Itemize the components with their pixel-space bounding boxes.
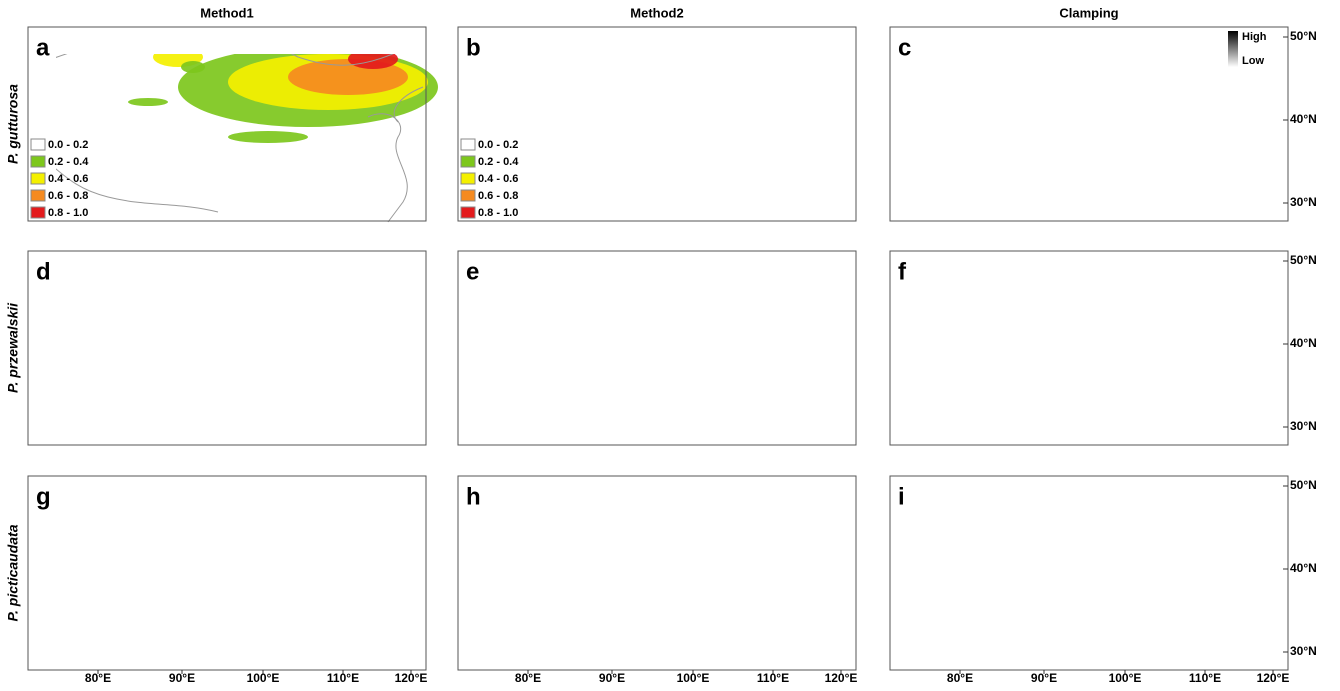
- map-region: [128, 98, 168, 106]
- lon-label: 120°E: [825, 671, 858, 685]
- legend-swatch: [31, 190, 45, 201]
- column-title: Clamping: [1059, 5, 1118, 20]
- legend-swatch: [31, 173, 45, 184]
- column-title: Method2: [630, 5, 683, 20]
- lon-label: 100°E: [677, 671, 710, 685]
- row-label: P. gutturosa: [5, 84, 21, 164]
- lon-label: 120°E: [1257, 671, 1290, 685]
- panel-letter: h: [466, 483, 481, 510]
- legend-swatch: [461, 190, 475, 201]
- legend-swatch: [461, 173, 475, 184]
- lat-label: 50°N: [1290, 253, 1317, 267]
- legend-label: 0.2 - 0.4: [48, 156, 89, 168]
- lon-label: 100°E: [1109, 671, 1142, 685]
- legend-label: 0.2 - 0.4: [478, 156, 519, 168]
- legend-swatch: [461, 207, 475, 218]
- lon-label: 90°E: [1031, 671, 1057, 685]
- panel-letter: a: [36, 34, 50, 61]
- legend-label: 0.0 - 0.2: [48, 139, 88, 151]
- clamping-high: High: [1242, 31, 1267, 43]
- legend-swatch: [461, 156, 475, 167]
- column-title: Method1: [200, 5, 253, 20]
- legend-label: 0.6 - 0.8: [48, 190, 88, 202]
- lat-label: 30°N: [1290, 195, 1317, 209]
- legend-swatch: [461, 139, 475, 150]
- panel-letter: c: [898, 34, 911, 61]
- legend-label: 0.4 - 0.6: [478, 173, 518, 185]
- panel-bg: [28, 476, 426, 670]
- lat-label: 40°N: [1290, 112, 1317, 126]
- lon-label: 80°E: [947, 671, 973, 685]
- map-region: [181, 61, 205, 73]
- clamping-low: Low: [1242, 55, 1264, 67]
- page: {"columns": ["Method1", "Method2", "Clam…: [0, 0, 1340, 686]
- legend-swatch: [31, 207, 45, 218]
- lon-label: 80°E: [85, 671, 111, 685]
- lon-label: 120°E: [395, 671, 428, 685]
- lon-label: 110°E: [327, 671, 359, 685]
- panel-bg: [890, 476, 1288, 670]
- lat-label: 30°N: [1290, 419, 1317, 433]
- legend-label: 0.6 - 0.8: [478, 190, 518, 202]
- panel-bg: [890, 251, 1288, 445]
- panel-letter: f: [898, 258, 907, 285]
- panel-letter: d: [36, 258, 51, 285]
- legend-label: 0.4 - 0.6: [48, 173, 88, 185]
- clamping-bar: [1228, 31, 1238, 67]
- figure: Method1 Method2 Clamping P. gutturosa a 0.0 -…: [0, 0, 1340, 686]
- legend-label: 0.8 - 1.0: [48, 207, 88, 219]
- lon-label: 90°E: [169, 671, 195, 685]
- lon-label: 80°E: [515, 671, 541, 685]
- panel-letter: b: [466, 34, 481, 61]
- row-label: P. picticaudata: [5, 524, 21, 621]
- panel-bg: [28, 251, 426, 445]
- panel-bg: [458, 251, 856, 445]
- map-region: [228, 131, 308, 143]
- panel-letter: g: [36, 483, 51, 510]
- legend-swatch: [31, 156, 45, 167]
- lat-label: 40°N: [1290, 561, 1317, 575]
- legend-label: 0.0 - 0.2: [478, 139, 518, 151]
- panel-letter: e: [466, 258, 479, 285]
- lon-label: 90°E: [599, 671, 625, 685]
- lon-label: 100°E: [247, 671, 280, 685]
- lat-label: 30°N: [1290, 644, 1317, 658]
- panel-letter: i: [898, 483, 905, 510]
- lon-label: 110°E: [1189, 671, 1221, 685]
- panel-bg: [458, 476, 856, 670]
- lat-label: 50°N: [1290, 29, 1317, 43]
- legend-swatch: [31, 139, 45, 150]
- row-label: P. przewalskii: [5, 302, 21, 393]
- lon-label: 110°E: [757, 671, 789, 685]
- legend-label: 0.8 - 1.0: [478, 207, 518, 219]
- lat-label: 40°N: [1290, 336, 1317, 350]
- lat-label: 50°N: [1290, 478, 1317, 492]
